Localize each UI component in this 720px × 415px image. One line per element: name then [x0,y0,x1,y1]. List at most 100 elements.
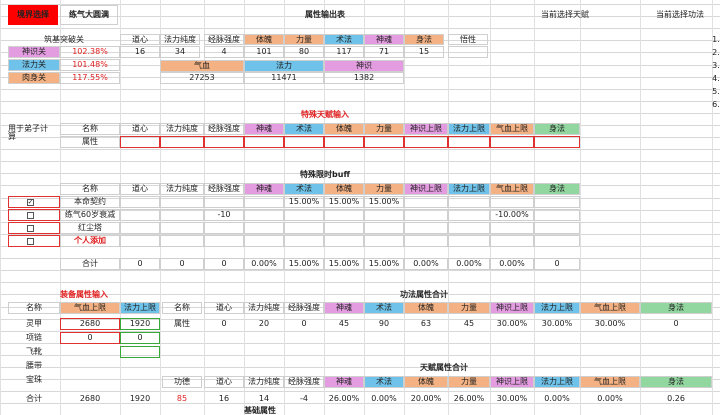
buff-value[interactable] [160,222,204,234]
skill-value: 0 [301,319,307,328]
buff-value[interactable] [284,222,324,234]
buff-value[interactable] [204,235,244,247]
buff-value[interactable] [120,222,160,234]
buff-value[interactable]: 15.00% [324,196,364,208]
equip-mp-input[interactable] [120,360,160,372]
grid-row-line [0,343,720,344]
buff-value[interactable] [404,209,448,221]
equip-mp-input[interactable]: 0 [120,332,160,344]
buff-value[interactable]: -10 [204,209,244,221]
buff-value[interactable] [364,209,404,221]
buff-checkbox-cell[interactable] [8,222,60,234]
buff-value[interactable] [284,235,324,247]
buff-value[interactable] [120,209,160,221]
buff-value[interactable] [160,235,204,247]
buff-value[interactable] [404,196,448,208]
attr-header: 气血上限 [580,376,640,388]
buff-value[interactable] [244,222,284,234]
equip-name-header: 名称 [8,302,60,314]
attr-value: 34 [160,46,200,58]
attr-header: 道心 [120,183,160,195]
buff-value[interactable] [448,235,490,247]
checkbox-icon[interactable] [27,211,34,219]
equip-hp-input[interactable] [60,374,120,386]
attr-header: 力量 [448,302,490,314]
special-talent-title: 特殊天赋输入 [301,110,349,119]
buff-value[interactable] [534,235,580,247]
buff-value[interactable] [120,196,160,208]
disciple-input-cell[interactable] [490,136,534,148]
buff-value[interactable] [404,222,448,234]
buff-value[interactable] [204,196,244,208]
disciple-input-cell[interactable] [404,136,448,148]
buff-value[interactable] [204,222,244,234]
grid-row-line [0,173,720,174]
buff-value[interactable] [448,209,490,221]
buff-value[interactable] [324,235,364,247]
buff-checkbox-cell[interactable] [8,235,60,247]
disciple-input-cell[interactable] [204,136,244,148]
equip-mp-input[interactable] [120,374,160,386]
attr-header: 法力上限 [534,376,580,388]
disciple-input-cell[interactable] [120,136,160,148]
disciple-input-cell[interactable] [324,136,364,148]
current-talent-label: 当前选择天赋 [541,10,589,19]
buff-value[interactable] [364,235,404,247]
disciple-input-cell[interactable] [244,136,284,148]
buff-value[interactable] [534,196,580,208]
buff-value[interactable] [448,222,490,234]
buff-value[interactable] [244,209,284,221]
grid-row-line [0,198,720,199]
disciple-input-cell[interactable] [448,136,490,148]
attr-header: 法力上限 [448,123,490,135]
attr-header: 经脉强度 [284,376,324,388]
checkbox-icon[interactable]: ✓ [27,197,34,206]
attr-header: 力量 [364,123,404,135]
grid-col-line [640,0,641,415]
attr-header-mp: 法力 [244,60,324,72]
buff-value[interactable] [534,209,580,221]
equip-hp-input[interactable] [60,346,120,358]
buff-value[interactable] [404,235,448,247]
buff-checkbox-cell[interactable]: ✓ [8,196,60,208]
equip-mp-input[interactable] [120,346,160,358]
buff-value[interactable] [534,222,580,234]
equip-hp-input[interactable]: 0 [60,332,120,344]
buff-value[interactable] [244,196,284,208]
buff-value[interactable] [490,222,534,234]
buff-value[interactable] [324,222,364,234]
equip-hp-input[interactable] [60,360,120,372]
equip-slot-name: 项链 [26,333,42,342]
buff-value[interactable]: 15.00% [284,196,324,208]
checkbox-icon[interactable] [27,237,34,245]
equip-mp-input[interactable]: 1920 [120,318,160,330]
equip-hp-input[interactable]: 2680 [60,318,120,330]
side-number: 2. [712,48,720,57]
buff-value[interactable] [490,235,534,247]
buff-value[interactable] [160,196,204,208]
buff-value[interactable] [448,196,490,208]
breakthrough-pass-value: 117.55% [60,72,120,84]
realm-select-label[interactable]: 境界选择 [8,5,58,25]
disciple-input-cell[interactable] [534,136,580,148]
buff-value[interactable]: 15.00% [364,196,404,208]
attr-header: 法力纯度 [244,376,284,388]
checkbox-icon[interactable] [27,224,34,232]
buff-value[interactable]: -10.00% [490,209,534,221]
talent-value: 0.00% [544,394,570,403]
disciple-input-cell[interactable] [160,136,204,148]
grid-row-line [0,294,720,295]
buff-value[interactable] [364,222,404,234]
realm-select-value[interactable]: 练气大圆满 [60,5,118,25]
talent-value: 20.00% [410,394,442,403]
buff-value[interactable] [120,235,160,247]
buff-value[interactable] [490,196,534,208]
buff-value[interactable] [284,209,324,221]
buff-value[interactable] [244,235,284,247]
buff-value[interactable] [160,209,204,221]
buff-checkbox-cell[interactable] [8,209,60,221]
disciple-input-cell[interactable] [364,136,404,148]
disciple-input-cell[interactable] [284,136,324,148]
buff-value[interactable] [324,209,364,221]
